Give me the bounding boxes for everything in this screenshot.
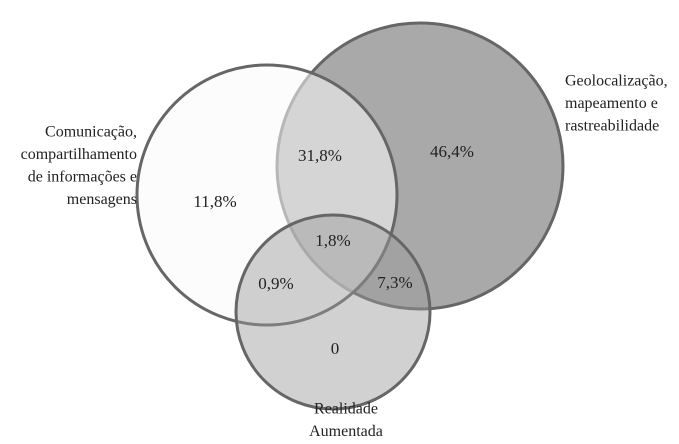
set-label: Geolocalização,: [565, 73, 668, 90]
region-label: 0,9%: [258, 274, 293, 293]
region-label: 31,8%: [298, 146, 342, 165]
set-label: compartilhamento: [21, 146, 137, 163]
region-label: 7,3%: [377, 273, 412, 292]
set-label: de informações e: [28, 169, 137, 186]
region-label: 0: [331, 339, 340, 358]
region-label: 11,8%: [193, 192, 236, 211]
set-label: Aumentada: [309, 423, 383, 440]
circle-comunicacao: [135, 63, 399, 327]
set-label: mensagens: [67, 191, 137, 208]
region-label: 46,4%: [430, 142, 474, 161]
set-label: Comunicação,: [45, 124, 137, 141]
region-label: 1,8%: [315, 231, 350, 250]
set-label: mapeamento e: [565, 95, 658, 112]
circle-realidade-aumentada: [234, 213, 432, 411]
set-label: Realidade: [314, 401, 378, 418]
set-label: rastreabilidade: [565, 118, 659, 135]
